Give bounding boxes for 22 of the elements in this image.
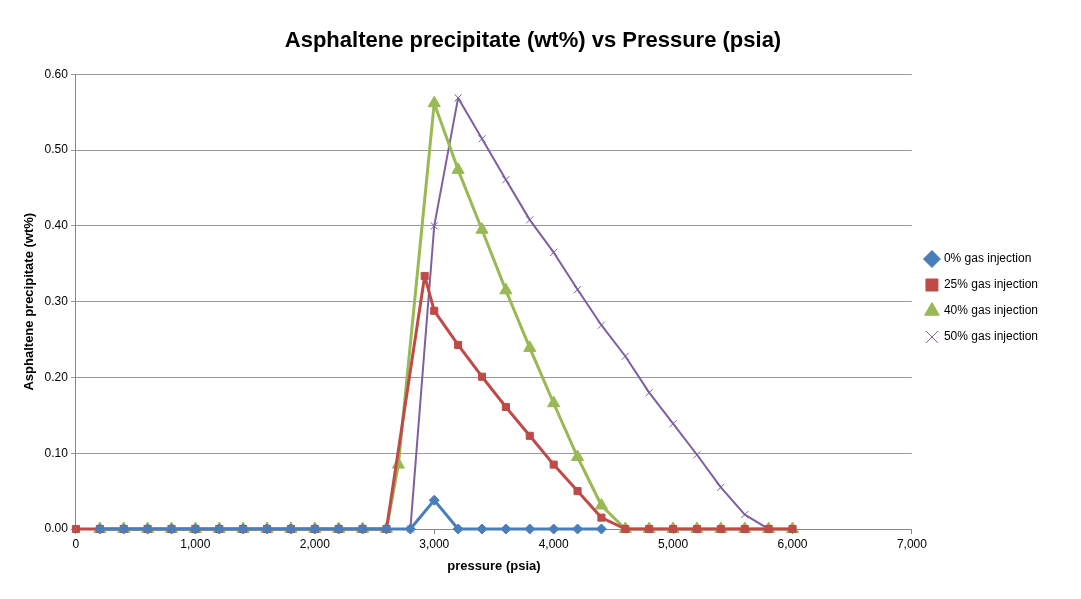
y-tick-label: 0.00 — [44, 521, 69, 536]
legend-label: 40% gas injection — [943, 303, 1038, 318]
y-tick-label: 0.40 — [44, 218, 69, 233]
legend-label: 25% gas injection — [943, 277, 1038, 292]
x-tick-label: 7,000 — [896, 536, 928, 551]
y-tick-label: 0.60 — [44, 66, 69, 81]
x-tick-label: 4,000 — [538, 536, 569, 551]
y-tick-label: 0.30 — [44, 294, 69, 309]
y-tick-label: 0.50 — [44, 142, 69, 157]
y-tick-label: 0.10 — [44, 445, 69, 460]
x-tick-label: 0 — [72, 536, 80, 551]
legend-label: 0% gas injection — [943, 251, 1032, 266]
x-tick-label: 2,000 — [299, 536, 331, 551]
x-tick-label: 1,000 — [180, 536, 211, 551]
x-axis-title: pressure (psia) — [447, 557, 541, 573]
y-axis-title: Asphaltene precipitate (wt%) — [21, 212, 37, 391]
legend-label: 50% gas injection — [943, 329, 1038, 344]
y-tick-label: 0.20 — [44, 369, 69, 384]
x-tick-label: 6,000 — [777, 536, 808, 551]
x-tick-label: 5,000 — [658, 536, 689, 551]
x-tick-label: 3,000 — [419, 536, 450, 551]
chart-title: Asphaltene precipitate (wt%) vs Pressure (psia) — [284, 27, 782, 53]
